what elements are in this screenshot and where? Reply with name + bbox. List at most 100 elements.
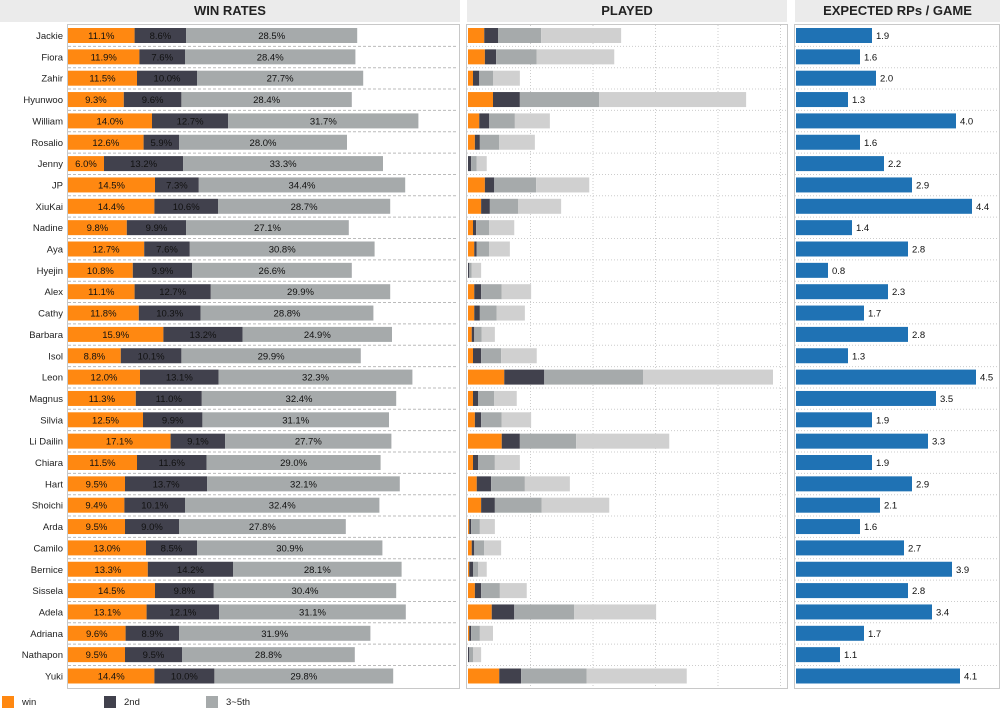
winrate-value-label: 7.3% bbox=[166, 180, 188, 191]
win-rates-title: WIN RATES bbox=[0, 0, 460, 22]
winrate-bar-2nd bbox=[139, 49, 185, 65]
winrate-bar-3-5th bbox=[181, 92, 352, 108]
played-title: PLAYED bbox=[467, 0, 787, 22]
legend: 3~5th bbox=[206, 696, 250, 708]
winrate-value-label: 13.0% bbox=[94, 543, 121, 554]
played-bar-other bbox=[493, 70, 520, 86]
winrate-bar-2nd bbox=[126, 220, 187, 236]
played-bar-2nd bbox=[473, 220, 477, 236]
winrate-value-label: 28.4% bbox=[257, 52, 284, 63]
category-label: Adriana bbox=[30, 629, 63, 640]
played-bar-2nd bbox=[476, 476, 492, 492]
winrate-bar-win bbox=[68, 134, 144, 150]
rp-value-label: 2.3 bbox=[892, 287, 905, 298]
played-bar-3-5th bbox=[478, 390, 495, 406]
rp-value-label: 2.8 bbox=[912, 330, 925, 341]
rp-bar bbox=[796, 113, 956, 129]
winrate-bar-3-5th bbox=[186, 28, 358, 43]
rp-bar bbox=[796, 540, 904, 556]
rp-value-label: 2.1 bbox=[884, 501, 897, 512]
played-bar-2nd bbox=[468, 156, 472, 172]
played-bar-win bbox=[468, 604, 492, 620]
category-label: Arda bbox=[43, 522, 64, 533]
played-bar-other bbox=[496, 305, 525, 321]
played-bar-win bbox=[468, 92, 493, 108]
rp-value-label: 1.3 bbox=[852, 95, 865, 106]
played-bar-win bbox=[468, 369, 505, 385]
winrate-bar-3-5th bbox=[186, 220, 349, 236]
played-bar-2nd bbox=[474, 583, 482, 599]
rp-value-label: 1.9 bbox=[876, 415, 889, 426]
rp-value-label: 1.4 bbox=[856, 223, 869, 234]
winrate-bar-3-5th bbox=[185, 49, 356, 65]
category-label: JP bbox=[52, 180, 63, 191]
played-bar-other bbox=[586, 668, 687, 684]
winrate-bar-2nd bbox=[144, 241, 190, 257]
winrate-value-label: 9.8% bbox=[174, 586, 196, 597]
winrate-value-label: 14.5% bbox=[98, 586, 125, 597]
rp-bar bbox=[796, 198, 972, 214]
rp-value-label: 3.3 bbox=[932, 437, 945, 448]
category-label: Nathapon bbox=[22, 650, 63, 661]
category-label: Magnus bbox=[29, 394, 63, 405]
winrate-value-label: 29.9% bbox=[258, 351, 285, 362]
winrate-value-label: 10.1% bbox=[138, 351, 165, 362]
winrate-value-label: 7.6% bbox=[151, 52, 173, 63]
played-bar-3-5th bbox=[474, 326, 482, 342]
winrate-bar-win bbox=[68, 326, 164, 342]
played-bar-2nd bbox=[473, 390, 478, 406]
winrate-value-label: 14.4% bbox=[98, 202, 125, 213]
winrate-value-label: 27.7% bbox=[267, 74, 294, 85]
winrate-value-label: 9.5% bbox=[86, 522, 108, 533]
played-bar-win bbox=[468, 412, 475, 428]
played-bar-other bbox=[501, 284, 532, 300]
winrate-bar-3-5th bbox=[197, 70, 364, 86]
winrate-bar-3-5th bbox=[228, 113, 419, 129]
winrate-bar-2nd bbox=[120, 348, 182, 364]
winrate-bar-win bbox=[68, 455, 137, 470]
winrate-value-label: 8.6% bbox=[150, 31, 172, 42]
rp-bar bbox=[796, 476, 912, 492]
winrate-value-label: 11.1% bbox=[88, 287, 115, 298]
legend-label-3-5th: 3~5th bbox=[226, 696, 251, 708]
winrate-value-label: 28.7% bbox=[291, 202, 318, 213]
winrate-bar-2nd bbox=[163, 326, 243, 342]
winrate-bar-win bbox=[68, 198, 155, 214]
rp-bar bbox=[796, 583, 908, 599]
played-bar-2nd bbox=[473, 70, 480, 86]
winrate-value-label: 9.5% bbox=[143, 650, 165, 661]
winrate-bar-win bbox=[68, 70, 137, 86]
winrate-value-label: 11.9% bbox=[91, 52, 118, 63]
category-label: XiuKai bbox=[36, 202, 63, 213]
winrate-bar-3-5th bbox=[206, 455, 381, 470]
category-label: Jenny bbox=[38, 159, 64, 170]
winrate-bar-2nd bbox=[155, 177, 199, 193]
played-bar-3-5th bbox=[476, 241, 490, 257]
played-bar-other bbox=[643, 369, 773, 385]
winrate-value-label: 9.0% bbox=[141, 522, 163, 533]
played-bar-2nd bbox=[474, 134, 480, 150]
winrate-value-label: 9.1% bbox=[187, 437, 209, 448]
winrate-bar-win bbox=[68, 519, 125, 535]
winrate-value-label: 27.8% bbox=[249, 522, 276, 533]
winrate-bar-2nd bbox=[143, 134, 179, 150]
played-bar-3-5th bbox=[476, 220, 490, 236]
played-bar-2nd bbox=[479, 113, 490, 129]
category-label: Sissela bbox=[32, 586, 63, 597]
winrate-bar-3-5th bbox=[179, 134, 347, 150]
played-bar-3-5th bbox=[479, 70, 493, 86]
winrate-bar-win bbox=[68, 668, 155, 684]
winrate-value-label: 28.5% bbox=[258, 31, 285, 42]
winrate-value-label: 29.8% bbox=[290, 672, 317, 683]
played-bar-3-5th bbox=[519, 92, 600, 108]
played-bar-other bbox=[479, 625, 493, 641]
played-bar-other bbox=[484, 540, 502, 556]
played-bar-win bbox=[468, 326, 472, 342]
rp-bar bbox=[796, 561, 952, 577]
winrate-bar-win bbox=[68, 241, 145, 257]
winrate-bar-win bbox=[68, 177, 155, 193]
winrate-bar-win bbox=[68, 561, 148, 577]
played-bar-3-5th bbox=[471, 156, 477, 172]
played-bar-other bbox=[478, 561, 487, 577]
